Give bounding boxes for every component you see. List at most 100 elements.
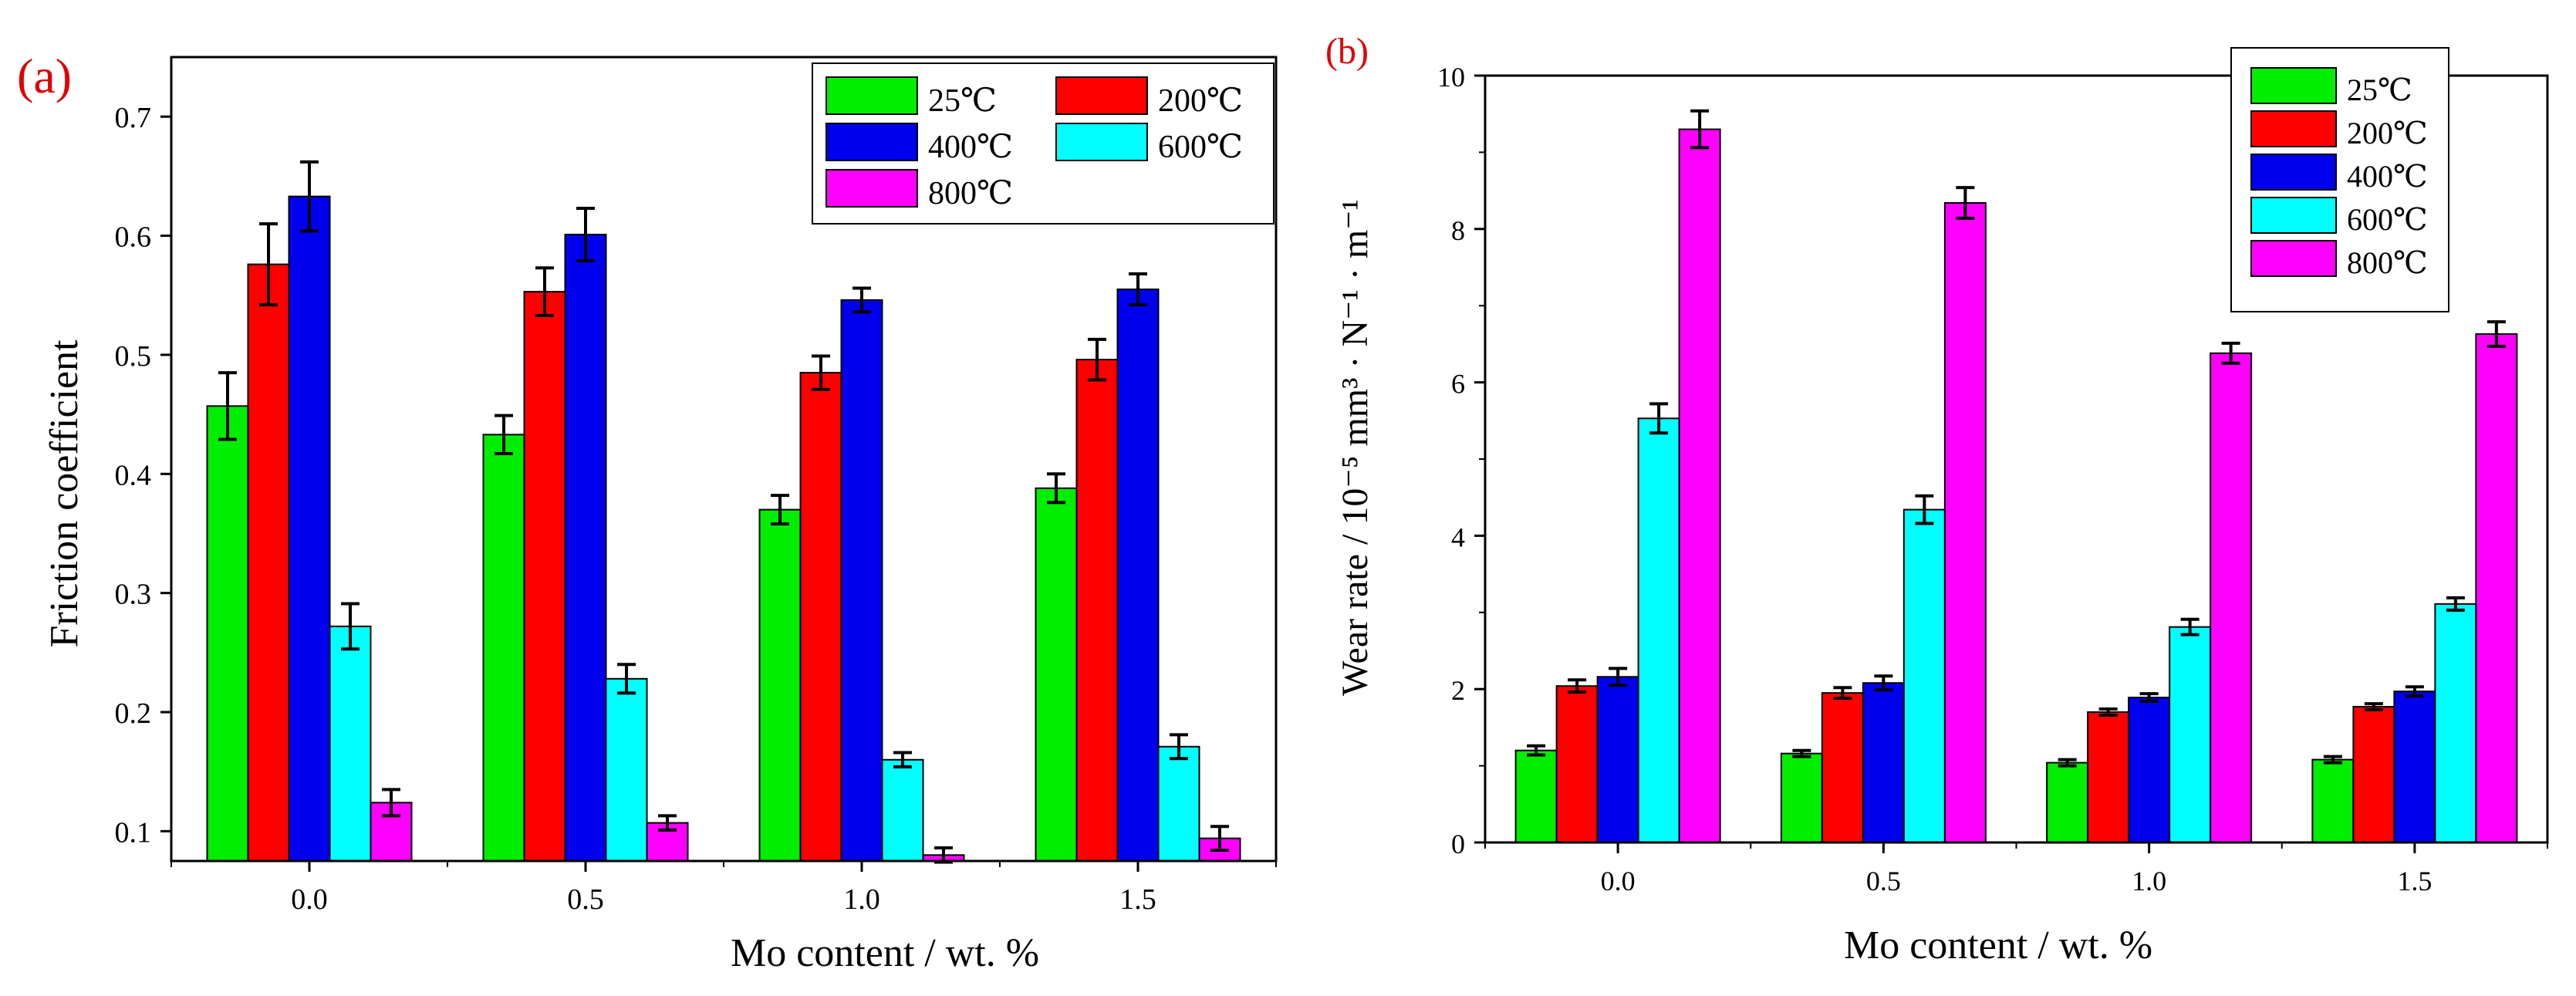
b-bar-800C-1.5 — [2475, 333, 2518, 843]
panel-b-ylabel: Wear rate / 10⁻⁵ mm³ · N⁻¹ · m⁻¹ — [1335, 199, 1376, 696]
a-legend-item-200C: 200℃ — [1055, 76, 1243, 119]
panel-a-bars — [206, 160, 1241, 864]
panel-b-wear-rate: (b) 0 2 4 6 8 10 0.0 0.5 1.0 1.5 Mo content / wt.… — [1325, 31, 2549, 967]
b-legend-swatch-800C — [2250, 240, 2337, 277]
a-errorbar-400C-1.5 — [1129, 272, 1147, 307]
b-legend-label-600C: 600℃ — [2347, 202, 2428, 237]
panel-a-xlabel: Mo content / wt. % — [731, 931, 1039, 975]
a-xtick-label-0.5: 0.5 — [567, 883, 604, 916]
a-legend-label-600C: 600℃ — [1158, 130, 1243, 165]
b-errorbar-800C-1.0 — [2221, 341, 2240, 365]
b-bar-600C-0.5 — [1902, 508, 1946, 843]
b-bar-800C-1.0 — [2210, 352, 2253, 843]
a-bar-200C-0.0 — [247, 263, 290, 862]
a-bar-25C-0.5 — [482, 434, 525, 862]
a-legend-swatch-800C — [825, 169, 918, 208]
b-ytick-label-0: 0 — [1451, 829, 1465, 859]
a-ytick-label-0.2: 0.2 — [115, 697, 152, 730]
a-ytick-label-0.1: 0.1 — [115, 816, 152, 849]
b-legend-item-200C: 200℃ — [2250, 110, 2428, 150]
a-legend-label-200C: 200℃ — [1158, 83, 1243, 119]
b-errorbar-800C-0.5 — [1956, 186, 1975, 220]
panel-a-axes: 0.1 0.2 0.3 0.4 0.5 0.6 0.7 0.0 0.5 1.0 1.5 — [115, 56, 1278, 916]
a-bar-200C-0.5 — [523, 291, 566, 862]
b-errorbar-600C-0.5 — [1915, 494, 1934, 525]
b-bar-25C-0.0 — [1514, 749, 1558, 843]
panel-b-legend: 25℃ 200℃ 400℃ 600℃ 800℃ — [2230, 47, 2449, 312]
b-legend-swatch-200C — [2250, 110, 2337, 147]
b-errorbar-25C-1.5 — [2323, 755, 2342, 765]
a-errorbar-200C-1.0 — [812, 354, 830, 391]
b-bar-400C-1.5 — [2393, 690, 2436, 843]
b-legend-swatch-600C — [2250, 197, 2337, 234]
b-xtick-label-1.0: 1.0 — [2132, 866, 2166, 896]
a-xtick-label-1.0: 1.0 — [843, 883, 880, 916]
a-legend-label-25C: 25℃ — [928, 83, 997, 119]
panel-b-xlabel: Mo content / wt. % — [1844, 923, 2152, 967]
a-xtick-label-1.5: 1.5 — [1119, 883, 1156, 916]
b-errorbar-200C-0.5 — [1833, 686, 1852, 701]
b-bar-25C-1.0 — [2046, 761, 2089, 844]
a-legend-swatch-400C — [825, 123, 918, 161]
b-bar-25C-0.5 — [1780, 752, 1823, 843]
panel-a-label: (a) — [17, 49, 72, 103]
b-bar-800C-0.0 — [1678, 128, 1721, 843]
b-ytick-label-8: 8 — [1451, 215, 1465, 246]
panel-b-bars — [1514, 109, 2518, 844]
b-ytick-label-4: 4 — [1451, 522, 1465, 552]
a-bar-25C-1.0 — [758, 508, 802, 862]
a-errorbar-25C-1.5 — [1047, 472, 1065, 505]
b-bar-200C-1.5 — [2352, 706, 2395, 844]
a-bar-25C-1.5 — [1035, 487, 1078, 862]
a-bar-600C-1.5 — [1157, 745, 1200, 862]
b-errorbar-200C-0.0 — [1568, 678, 1587, 694]
a-errorbar-600C-1.0 — [893, 751, 912, 769]
b-errorbar-200C-1.0 — [2098, 707, 2118, 717]
b-errorbar-25C-0.0 — [1527, 744, 1546, 757]
a-bar-400C-1.0 — [840, 299, 883, 863]
a-ytick-label-0.5: 0.5 — [115, 340, 152, 373]
a-errorbar-400C-1.0 — [852, 286, 871, 314]
a-xtick-label-0.0: 0.0 — [291, 883, 328, 916]
a-legend-label-800C: 800℃ — [928, 176, 1013, 211]
b-errorbar-200C-1.5 — [2364, 702, 2383, 712]
a-errorbar-25C-0.5 — [495, 414, 513, 456]
b-errorbar-800C-1.5 — [2487, 320, 2506, 348]
b-bar-600C-0.0 — [1637, 417, 1680, 843]
b-errorbar-800C-0.0 — [1690, 109, 1710, 150]
a-errorbar-400C-0.5 — [576, 207, 595, 262]
b-bar-400C-1.0 — [2128, 697, 2171, 843]
b-errorbar-25C-0.5 — [1792, 748, 1811, 758]
a-bar-600C-1.0 — [881, 758, 924, 862]
b-errorbar-400C-1.0 — [2139, 692, 2159, 704]
b-legend-item-600C: 600℃ — [2250, 197, 2428, 237]
a-errorbar-200C-1.5 — [1088, 337, 1106, 382]
a-legend-swatch-25C — [825, 76, 918, 115]
b-legend-label-400C: 400℃ — [2347, 159, 2428, 194]
b-errorbar-600C-1.0 — [2180, 617, 2200, 636]
b-bar-25C-1.5 — [2311, 758, 2355, 844]
a-bar-600C-0.5 — [605, 677, 648, 863]
b-ytick-label-2: 2 — [1451, 675, 1465, 706]
a-ytick-label-0.6: 0.6 — [115, 221, 152, 254]
a-errorbar-800C-1.5 — [1210, 825, 1229, 853]
a-errorbar-600C-0.0 — [341, 602, 360, 651]
b-legend-item-25C: 25℃ — [2250, 67, 2412, 107]
b-legend-swatch-400C — [2250, 154, 2337, 191]
a-legend-item-800C: 800℃ — [825, 169, 1013, 211]
b-legend-label-25C: 25℃ — [2347, 73, 2412, 107]
b-bar-800C-0.5 — [1943, 202, 1987, 843]
panel-a-ylabel: Friction coefficient — [42, 339, 86, 648]
a-bar-25C-0.0 — [206, 405, 249, 862]
b-legend-swatch-25C — [2250, 67, 2337, 104]
panel-a-legend: 25℃ 200℃ 400℃ 600℃ 800℃ — [812, 62, 1274, 225]
a-ytick-label-0.3: 0.3 — [115, 579, 152, 611]
b-legend-item-400C: 400℃ — [2250, 154, 2428, 194]
a-legend-swatch-600C — [1055, 123, 1148, 161]
a-legend-label-400C: 400℃ — [928, 130, 1013, 165]
a-bar-400C-0.5 — [564, 234, 607, 862]
a-errorbar-800C-0.0 — [382, 788, 400, 818]
b-errorbar-600C-0.0 — [1649, 402, 1669, 435]
b-errorbar-400C-0.5 — [1874, 674, 1893, 692]
a-bar-400C-0.0 — [288, 195, 331, 862]
